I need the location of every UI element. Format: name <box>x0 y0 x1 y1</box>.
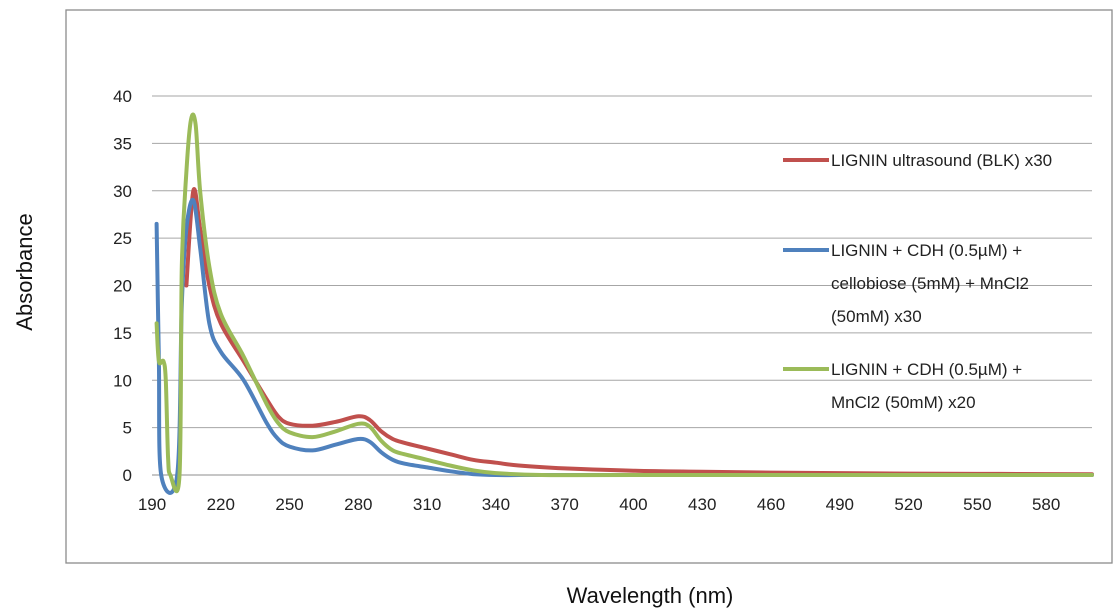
y-tick-labels: 0 5 10 15 20 25 30 35 40 <box>113 87 132 485</box>
x-tick-label: 220 <box>207 495 235 514</box>
x-tick-label: 430 <box>688 495 716 514</box>
x-tick-label: 190 <box>138 495 166 514</box>
x-tick-label: 340 <box>482 495 510 514</box>
y-tick-label: 0 <box>123 466 132 485</box>
x-tick-label: 400 <box>619 495 647 514</box>
x-tick-labels: 190 220 250 280 310 340 370 400 430 460 490 520 550 5… <box>138 495 1061 514</box>
x-axis-title: Wavelength (nm) <box>567 583 734 608</box>
x-tick-label: 520 <box>894 495 922 514</box>
x-tick-label: 490 <box>826 495 854 514</box>
series-line <box>154 112 1094 494</box>
y-tick-label: 20 <box>113 277 132 296</box>
legend-label: LIGNIN ultrasound (BLK) x30 <box>831 151 1052 170</box>
y-tick-label: 25 <box>113 229 132 248</box>
x-tick-label: 310 <box>413 495 441 514</box>
x-tick-label: 370 <box>550 495 578 514</box>
x-tick-label: 280 <box>344 495 372 514</box>
legend: LIGNIN ultrasound (BLK) x30 LIGNIN + CDH … <box>783 151 1052 412</box>
y-axis-title: Absorbance <box>12 213 37 330</box>
legend-label: LIGNIN + CDH (0.5µM) + cellobiose (5mM) +… <box>831 241 1029 326</box>
x-tick-label: 250 <box>275 495 303 514</box>
x-tick-label: 580 <box>1032 495 1060 514</box>
x-tick-label: 460 <box>757 495 785 514</box>
legend-label: LIGNIN + CDH (0.5µM) + MnCl2 (50mM) x20 <box>831 360 1022 412</box>
series-line <box>184 187 1094 477</box>
x-tick-label: 550 <box>963 495 991 514</box>
y-tick-label: 5 <box>123 419 132 438</box>
plot-lines <box>154 112 1094 495</box>
y-tick-label: 30 <box>113 182 132 201</box>
y-tick-label: 15 <box>113 324 132 343</box>
y-tick-label: 40 <box>113 87 132 106</box>
y-tick-label: 10 <box>113 371 132 390</box>
y-tick-label: 35 <box>113 134 132 153</box>
